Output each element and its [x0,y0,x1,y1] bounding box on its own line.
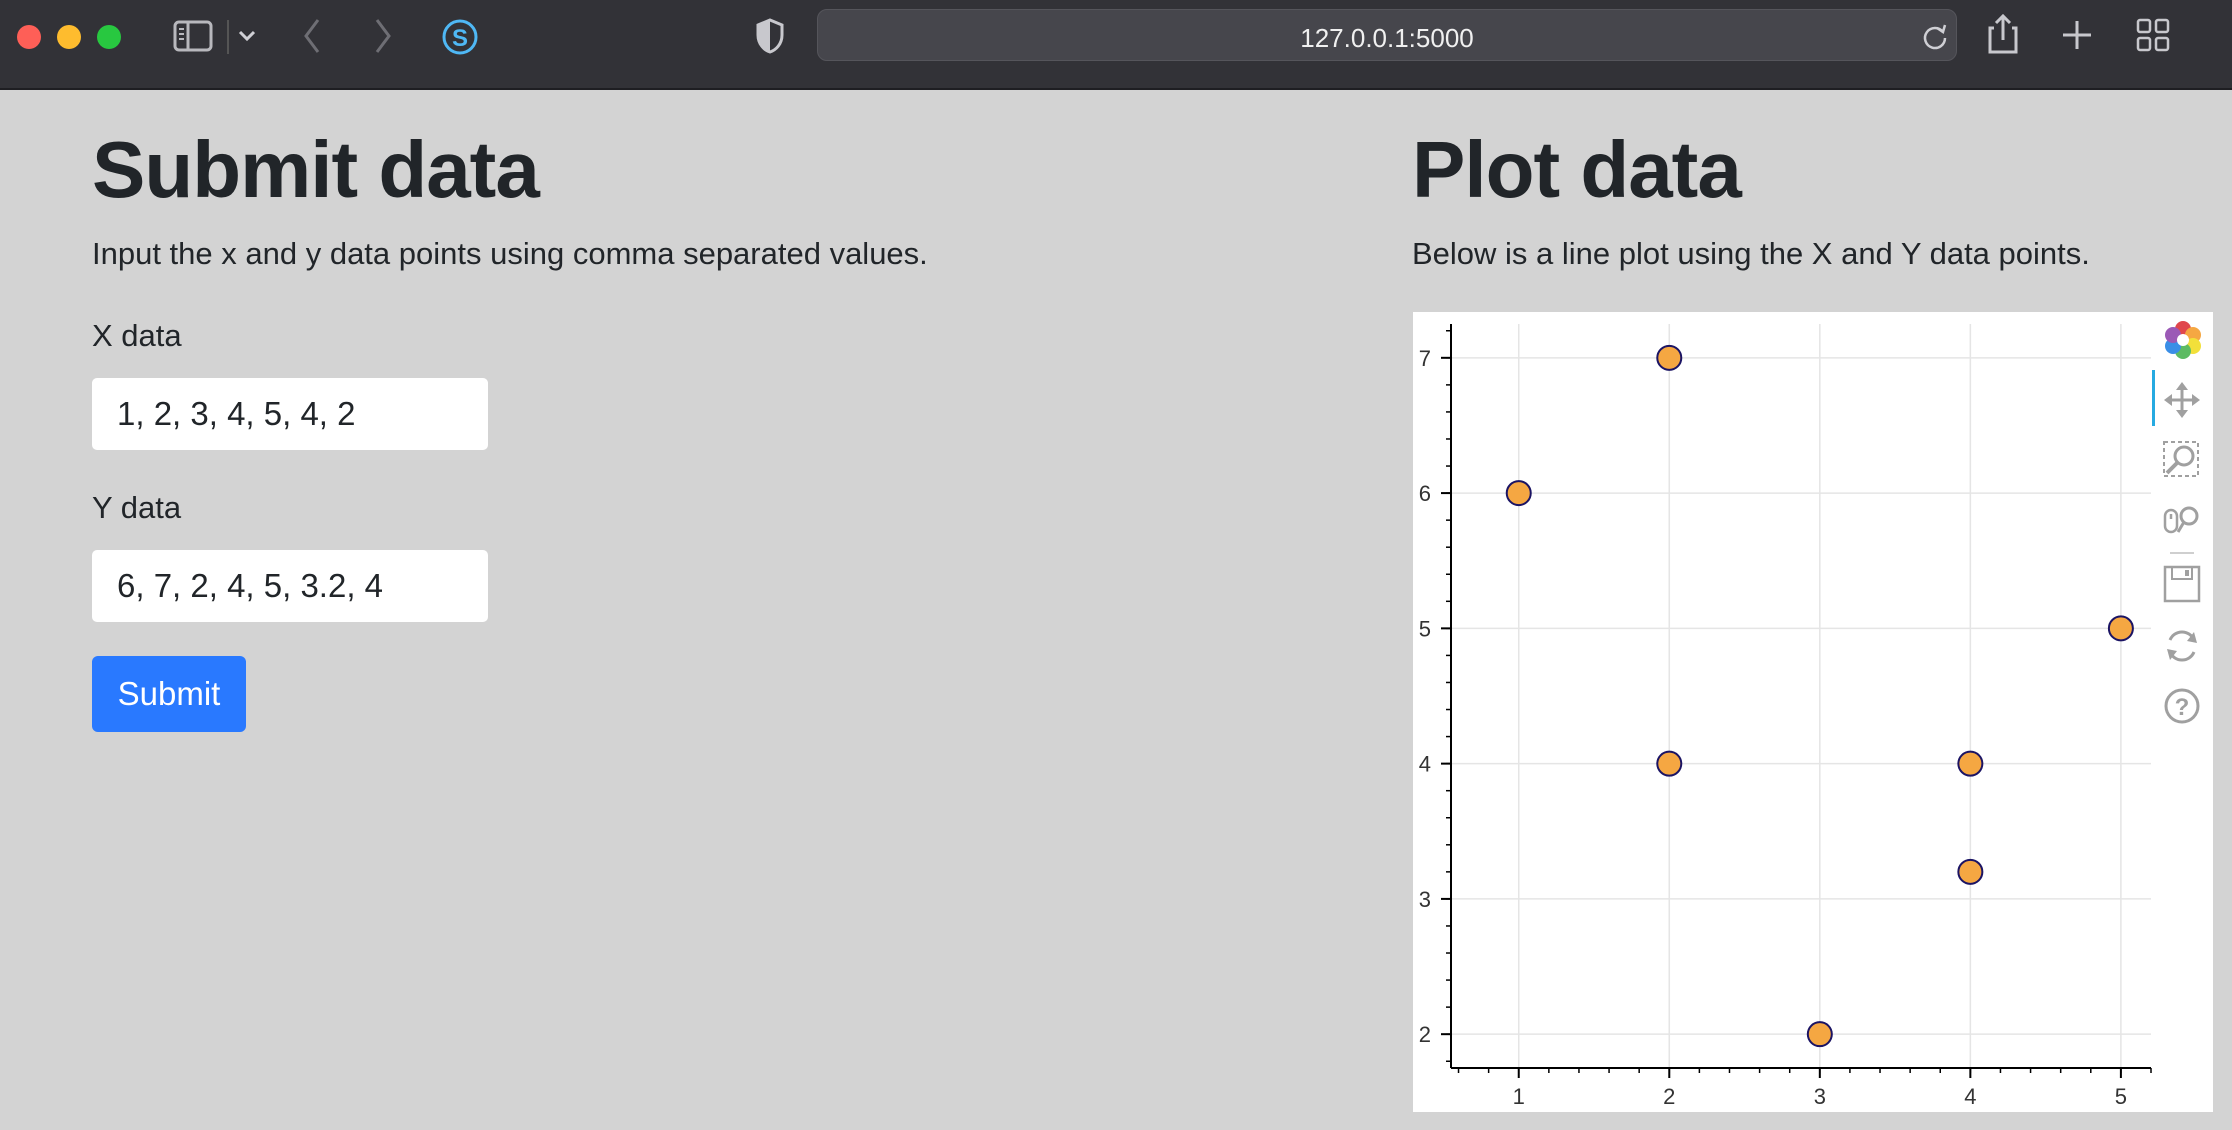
maximize-window-button[interactable] [97,25,121,49]
data-point [1957,858,1984,885]
back-arrow-icon[interactable] [300,16,324,56]
x-tick-label: 2 [1663,1084,1675,1109]
active-tool-indicator [2152,370,2155,426]
y-data-input[interactable]: 6, 7, 2, 4, 5, 3.2, 4 [92,550,488,622]
data-point [1656,344,1683,371]
new-tab-icon[interactable] [2060,18,2094,52]
extension-s-icon[interactable]: S [440,17,480,57]
chevron-down-icon[interactable] [237,26,257,46]
submit-title: Submit data [92,125,540,214]
save-icon[interactable] [2162,564,2202,604]
data-point [1505,480,1532,507]
pan-tool-icon[interactable] [2162,380,2202,420]
tab-overview-icon[interactable] [2136,18,2170,52]
minimize-window-button[interactable] [57,25,81,49]
x-data-label: X data [92,318,182,353]
data-point [1656,750,1683,777]
reset-icon[interactable] [2162,626,2202,666]
y-data-label: Y data [92,490,182,525]
help-icon[interactable]: ? [2162,686,2202,726]
y-tick-label: 2 [1419,1022,1431,1047]
submit-form: X data 1, 2, 3, 4, 5, 4, 2 Y data 6, 7, … [92,0,592,1130]
sidebar-toggle-icon[interactable] [172,18,214,54]
data-point [1957,750,1984,777]
submit-description: Input the x and y data points using comm… [92,236,928,271]
url-text: 127.0.0.1:5000 [1300,23,1474,53]
address-bar[interactable]: 127.0.0.1:5000 [817,9,1957,61]
toolbar-divider [227,20,229,54]
plot-section: Plot data Below is a line plot using the… [1412,120,2090,272]
x-tick-label: 5 [2115,1084,2127,1109]
svg-text:S: S [452,25,468,52]
y-tick-label: 3 [1419,887,1431,912]
x-data-input[interactable]: 1, 2, 3, 4, 5, 4, 2 [92,378,488,450]
data-point [1806,1021,1833,1048]
reload-icon[interactable] [1921,22,1949,52]
y-tick-label: 4 [1419,752,1431,777]
plot-toolbar: ? [2151,312,2213,1112]
x-tick-label: 3 [1814,1084,1826,1109]
data-point [2107,615,2134,642]
scatter-chart: 1 2 3 4 5 2 3 4 5 6 7 [1419,324,2152,1109]
submit-section: Submit data Input the x and y data point… [92,120,1292,272]
submit-button[interactable]: Submit [92,656,246,732]
toolbar-divider [2170,552,2194,554]
svg-text:?: ? [2175,694,2190,721]
browser-titlebar: S 127.0.0.1:5000 [0,0,2232,90]
share-icon[interactable] [1986,12,2020,56]
plot-description: Below is a line plot using the X and Y d… [1412,236,2090,271]
x-tick-label: 1 [1513,1084,1525,1109]
close-window-button[interactable] [17,25,41,49]
box-zoom-icon[interactable] [2162,440,2202,480]
wheel-zoom-icon[interactable] [2162,502,2202,542]
plot-canvas[interactable]: 1 2 3 4 5 2 3 4 5 6 7 [1413,312,2213,1112]
plot-title: Plot data [1412,125,1742,214]
y-tick-label: 7 [1419,346,1431,371]
privacy-shield-icon[interactable] [754,17,786,55]
y-tick-label: 6 [1419,481,1431,506]
forward-arrow-icon[interactable] [371,16,395,56]
y-tick-label: 5 [1419,616,1431,641]
x-tick-label: 4 [1964,1084,1976,1109]
bokeh-logo-icon[interactable] [2161,318,2205,362]
